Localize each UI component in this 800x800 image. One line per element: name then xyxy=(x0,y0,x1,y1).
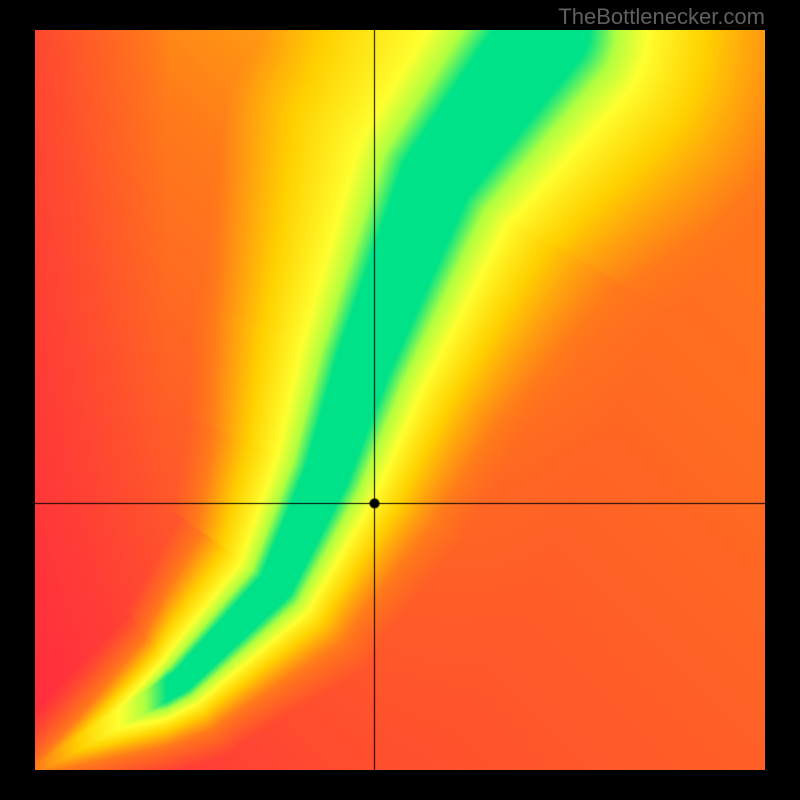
watermark-label: TheBottlenecker.com xyxy=(558,4,765,30)
chart-container: TheBottlenecker.com xyxy=(0,0,800,800)
bottleneck-heatmap xyxy=(35,30,765,770)
